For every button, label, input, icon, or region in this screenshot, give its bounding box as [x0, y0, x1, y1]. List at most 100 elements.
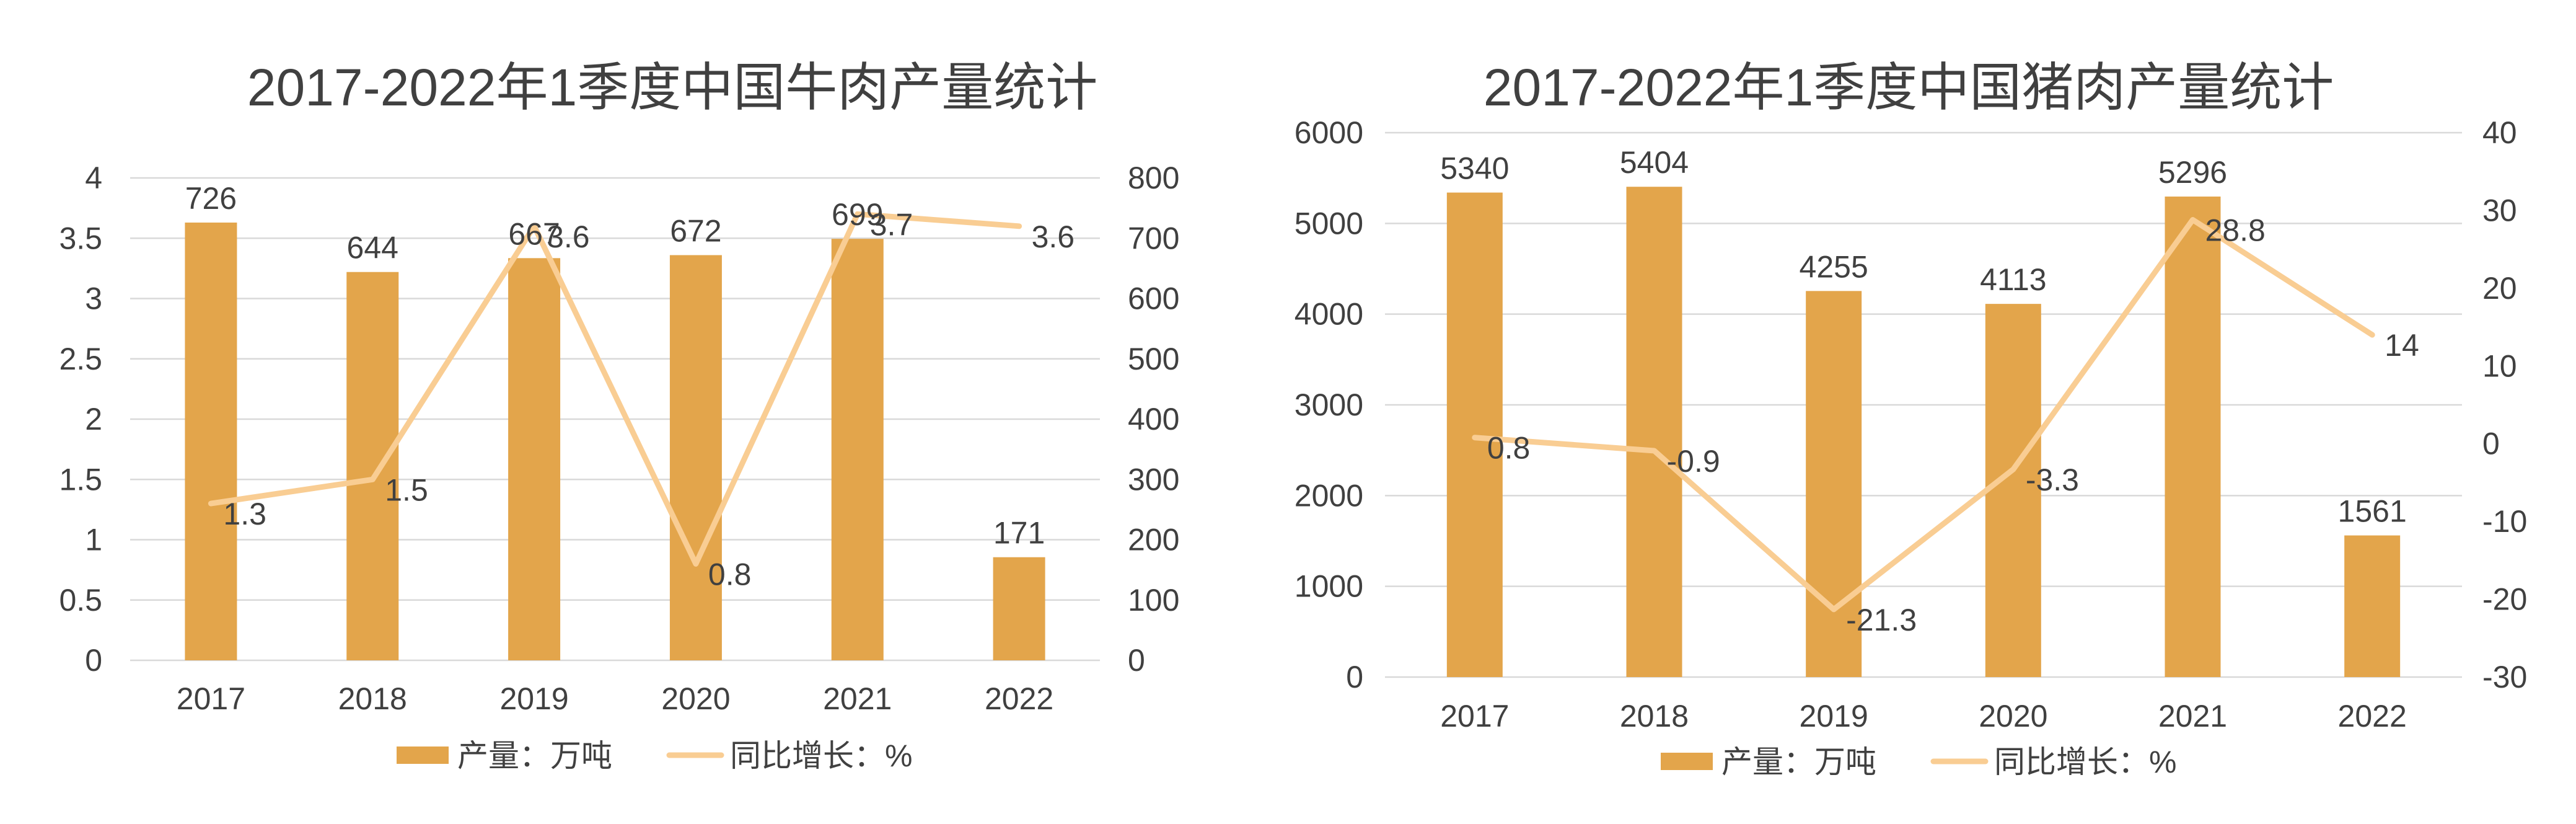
bar: [1626, 187, 1682, 677]
bar-series: [185, 222, 1045, 661]
pork-chart: 2017-2022年1季度中国猪肉产量统计 0 1000 2000 3000 4000 50…: [1295, 58, 2528, 779]
left-axis-tick: 3: [85, 281, 102, 316]
left-axis-tick: 2.5: [59, 342, 102, 376]
bar: [185, 222, 237, 661]
legend-bar-swatch: [397, 746, 449, 764]
legend-bar-swatch: [1661, 753, 1713, 770]
growth-line: [208, 211, 1022, 567]
right-axis-tick: 400: [1128, 402, 1179, 436]
bar-value-label: 171: [993, 516, 1045, 551]
x-axis-tick: 2017: [1440, 699, 1509, 733]
right-axis-tick: -30: [2482, 660, 2527, 694]
bar-value-label: 672: [670, 213, 721, 248]
left-axis-tick: 4: [85, 161, 102, 195]
left-axis-tick: 1.5: [59, 462, 102, 497]
right-axis-tick: 30: [2482, 193, 2517, 228]
bar-value-label: 1561: [2338, 494, 2407, 529]
left-axis-tick: 1: [85, 523, 102, 557]
left-axis-tick: 4000: [1295, 297, 1363, 332]
right-axis-tick: 0: [2482, 427, 2500, 461]
right-axis-tick: 800: [1128, 161, 1179, 195]
bar-value-label: 726: [185, 181, 237, 216]
left-axis-tick: 5000: [1295, 206, 1363, 241]
right-axis: -30 -20 -10 0 10 20 30 40: [2482, 115, 2527, 694]
x-axis-tick: 2020: [661, 681, 730, 716]
chart-title: 2017-2022年1季度中国牛肉产量统计: [247, 58, 1097, 117]
right-axis-tick: -20: [2482, 582, 2527, 617]
bar-value-label: 644: [347, 231, 398, 265]
x-axis-tick: 2018: [338, 681, 407, 716]
x-axis-tick: 2021: [2158, 699, 2227, 733]
gridlines: [130, 177, 1100, 662]
right-axis-tick: 40: [2482, 115, 2517, 150]
bar-value-label: 667: [508, 216, 560, 251]
right-axis-tick: -10: [2482, 504, 2527, 539]
right-axis-tick: 500: [1128, 342, 1179, 376]
x-axis: 2017 2018 2019 2020 2021 2022: [1440, 699, 2407, 733]
line-data-labels: 1.3 1.5 3.6 0.8 3.7 3.6: [223, 207, 1075, 591]
bar-value-label: 5296: [2158, 155, 2227, 190]
left-axis-tick: 0.5: [59, 583, 102, 618]
bar-value-label: 5404: [1620, 145, 1689, 180]
gridlines: [1385, 131, 2462, 678]
x-axis-tick: 2017: [177, 681, 245, 716]
line-value-label: 3.6: [1032, 219, 1075, 254]
x-axis-tick: 2019: [1800, 699, 1868, 733]
line-value-label: 3.7: [870, 207, 913, 242]
left-axis-tick: 1000: [1295, 569, 1363, 604]
x-axis-tick: 2021: [823, 681, 892, 716]
right-axis-tick: 300: [1128, 462, 1179, 497]
left-axis: 0 0.5 1 1.5 2 2.5 3 3.5 4: [59, 161, 102, 678]
bar: [2344, 535, 2401, 677]
legend: 产量：万吨 同比增长：%: [1661, 745, 2176, 779]
bar-series: [1446, 187, 2401, 678]
right-axis-tick: 600: [1128, 281, 1179, 316]
bar: [1806, 291, 1862, 677]
bar: [1985, 304, 2041, 678]
line-value-label: -3.3: [2026, 463, 2079, 497]
line-value-label: 3.6: [547, 219, 590, 254]
line-value-label: 0.8: [1487, 431, 1531, 466]
right-axis-tick: 700: [1128, 221, 1179, 255]
left-axis-tick: 0: [85, 643, 102, 678]
left-axis: 0 1000 2000 3000 4000 5000 6000: [1295, 115, 1363, 694]
legend-line-label: 同比增长：%: [730, 738, 912, 773]
bar-data-labels: 5340 5404 4255 4113 5296 1561: [1440, 145, 2407, 528]
bar-data-labels: 726 644 667 672 699 171: [185, 181, 1045, 551]
bar: [669, 255, 722, 661]
legend-bar-label: 产量：万吨: [457, 738, 612, 773]
right-axis-tick: 0: [1128, 643, 1145, 678]
left-axis-tick: 2000: [1295, 478, 1363, 513]
right-axis: 0 100 200 300 400 500 600 700 800: [1128, 161, 1179, 678]
legend-bar-label: 产量：万吨: [1721, 745, 1876, 779]
line-value-label: -0.9: [1667, 444, 1720, 479]
beef-chart: 2017-2022年1季度中国牛肉产量统计 0 0.5 1 1.5 2 2.5 3 3.5 4 0 1…: [59, 58, 1179, 773]
line-value-label: 1.5: [385, 472, 428, 507]
line-value-label: -21.3: [1846, 603, 1917, 637]
growth-line: [1472, 217, 2375, 613]
bar-value-label: 4113: [1980, 262, 2047, 297]
right-axis-tick: 20: [2482, 271, 2517, 306]
x-axis-tick: 2022: [2338, 699, 2407, 733]
x-axis: 2017 2018 2019 2020 2021 2022: [177, 681, 1053, 716]
left-axis-tick: 0: [1346, 660, 1363, 694]
left-axis-tick: 3.5: [59, 221, 102, 255]
x-axis-tick: 2019: [499, 681, 568, 716]
bar: [2165, 197, 2221, 677]
bar-value-label: 5340: [1440, 151, 1509, 186]
right-axis-tick: 100: [1128, 583, 1179, 618]
left-axis-tick: 6000: [1295, 115, 1363, 150]
bar-value-label: 4255: [1800, 249, 1868, 284]
bar: [993, 557, 1045, 660]
left-axis-tick: 2: [85, 402, 102, 436]
line-data-labels: 0.8 -0.9 -21.3 -3.3 28.8 14: [1487, 213, 2419, 637]
line-value-label: 28.8: [2205, 213, 2266, 247]
left-axis-tick: 3000: [1295, 388, 1363, 422]
x-axis-tick: 2020: [1979, 699, 2047, 733]
right-axis-tick: 10: [2482, 348, 2517, 383]
chart-title: 2017-2022年1季度中国猪肉产量统计: [1484, 58, 2334, 117]
bar: [831, 239, 884, 660]
bar: [508, 258, 561, 660]
x-axis-tick: 2018: [1620, 699, 1689, 733]
line-value-label: 14: [2385, 328, 2419, 363]
